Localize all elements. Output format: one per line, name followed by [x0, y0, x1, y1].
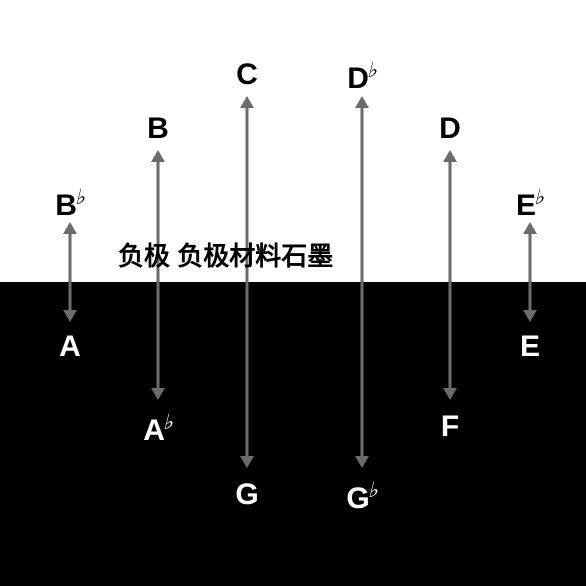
arrow-head-up-icon [240, 96, 254, 108]
note-bottom-label: G♭ [346, 478, 377, 516]
arrow-head-up-icon [151, 150, 165, 162]
arrow-head-down-icon [355, 456, 369, 468]
note-bottom-label: A [59, 330, 81, 364]
note-bottom-label: F [441, 410, 459, 444]
note-bottom-label: G [235, 478, 258, 512]
note-top-label: C [236, 58, 258, 92]
arrow-head-down-icon [523, 310, 537, 322]
arrow-shaft [69, 232, 72, 312]
note-column-5: E♭ E [500, 0, 560, 586]
note-top-label: D♭ [347, 58, 377, 96]
arrow-head-down-icon [151, 388, 165, 400]
arrow-shaft [246, 106, 249, 458]
arrow-head-down-icon [240, 456, 254, 468]
arrow-head-up-icon [355, 96, 369, 108]
arrow-shaft [449, 160, 452, 390]
note-top-label: E♭ [516, 185, 544, 223]
arrow-shaft [529, 232, 532, 312]
note-column-2: CG [217, 0, 277, 586]
note-column-3: D♭ G♭ [332, 0, 392, 586]
arrow-head-up-icon [523, 222, 537, 234]
note-top-label: D [439, 112, 461, 146]
arrow-head-down-icon [63, 310, 77, 322]
note-bottom-label: A♭ [143, 410, 173, 448]
arrow-shaft [157, 160, 160, 390]
note-top-label: B [147, 112, 169, 146]
note-column-4: DF [420, 0, 480, 586]
note-column-0: B♭ A [40, 0, 100, 586]
arrow-head-up-icon [443, 150, 457, 162]
note-column-1: B A♭ [128, 0, 188, 586]
arrow-head-down-icon [443, 388, 457, 400]
note-top-label: B♭ [55, 185, 85, 223]
arrow-shaft [361, 106, 364, 458]
arrow-head-up-icon [63, 222, 77, 234]
note-bottom-label: E [520, 330, 540, 364]
overlay-caption: 负极 负极材料石墨 [118, 236, 333, 273]
